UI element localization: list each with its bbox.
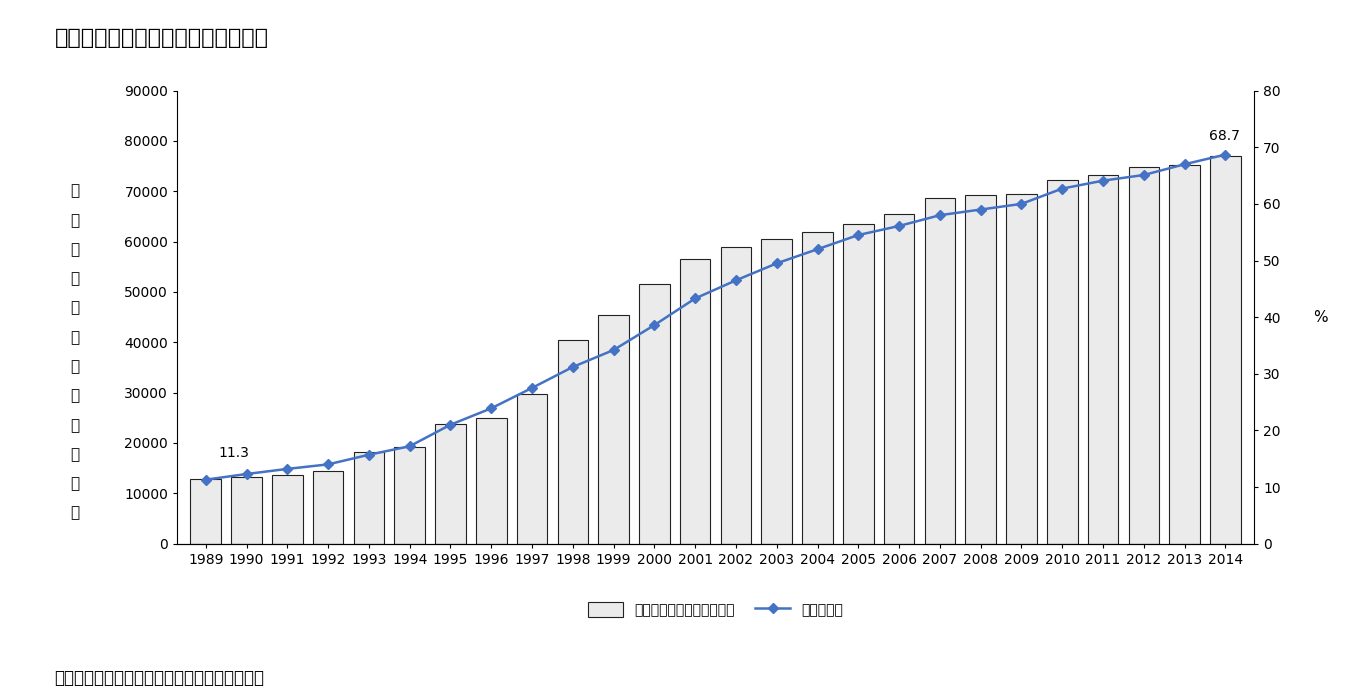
- Bar: [353, 452, 384, 544]
- Text: 11.3: 11.3: [218, 446, 249, 460]
- Bar: [517, 394, 548, 544]
- Text: ん: ん: [71, 271, 79, 286]
- Bar: [924, 198, 955, 544]
- Bar: [435, 424, 466, 544]
- Text: ）: ）: [71, 505, 79, 521]
- Bar: [232, 477, 262, 544]
- Bar: [965, 195, 996, 544]
- Text: 68.7: 68.7: [1209, 130, 1240, 144]
- Bar: [803, 231, 833, 544]
- Bar: [1047, 181, 1078, 544]
- Text: ／: ／: [71, 447, 79, 462]
- Bar: [1169, 164, 1199, 544]
- Text: （: （: [71, 359, 79, 374]
- Text: 方: 方: [71, 213, 79, 228]
- Text: 枚: 枚: [71, 418, 79, 433]
- Text: 図１日本における医薬分業率の動向: 図１日本における医薬分業率の動向: [55, 28, 269, 48]
- Bar: [557, 340, 587, 544]
- Text: 資料）日本薬剤師会ホームページより筆者作成: 資料）日本薬剤師会ホームページより筆者作成: [55, 669, 264, 687]
- Text: 枚: 枚: [71, 300, 79, 316]
- Bar: [883, 214, 915, 544]
- Bar: [1210, 156, 1240, 544]
- Bar: [762, 239, 792, 544]
- Bar: [1006, 194, 1037, 544]
- Bar: [191, 480, 221, 544]
- Text: 数: 数: [71, 330, 79, 345]
- Bar: [273, 475, 303, 544]
- Bar: [721, 247, 751, 544]
- Text: 処: 処: [71, 183, 79, 199]
- Bar: [680, 259, 710, 544]
- Bar: [394, 447, 425, 544]
- Text: 万: 万: [71, 388, 79, 404]
- Bar: [1088, 175, 1119, 544]
- Bar: [844, 224, 874, 544]
- Bar: [598, 314, 628, 544]
- Text: 年: 年: [71, 476, 79, 491]
- Legend: 処方せん枚数（万枚／年）, 医薬分業率: 処方せん枚数（万枚／年）, 医薬分業率: [582, 597, 849, 623]
- Bar: [312, 470, 343, 544]
- Bar: [1129, 167, 1159, 544]
- Bar: [639, 284, 669, 544]
- Text: %: %: [1313, 309, 1328, 325]
- Bar: [476, 418, 507, 544]
- Text: せ: せ: [71, 242, 79, 257]
